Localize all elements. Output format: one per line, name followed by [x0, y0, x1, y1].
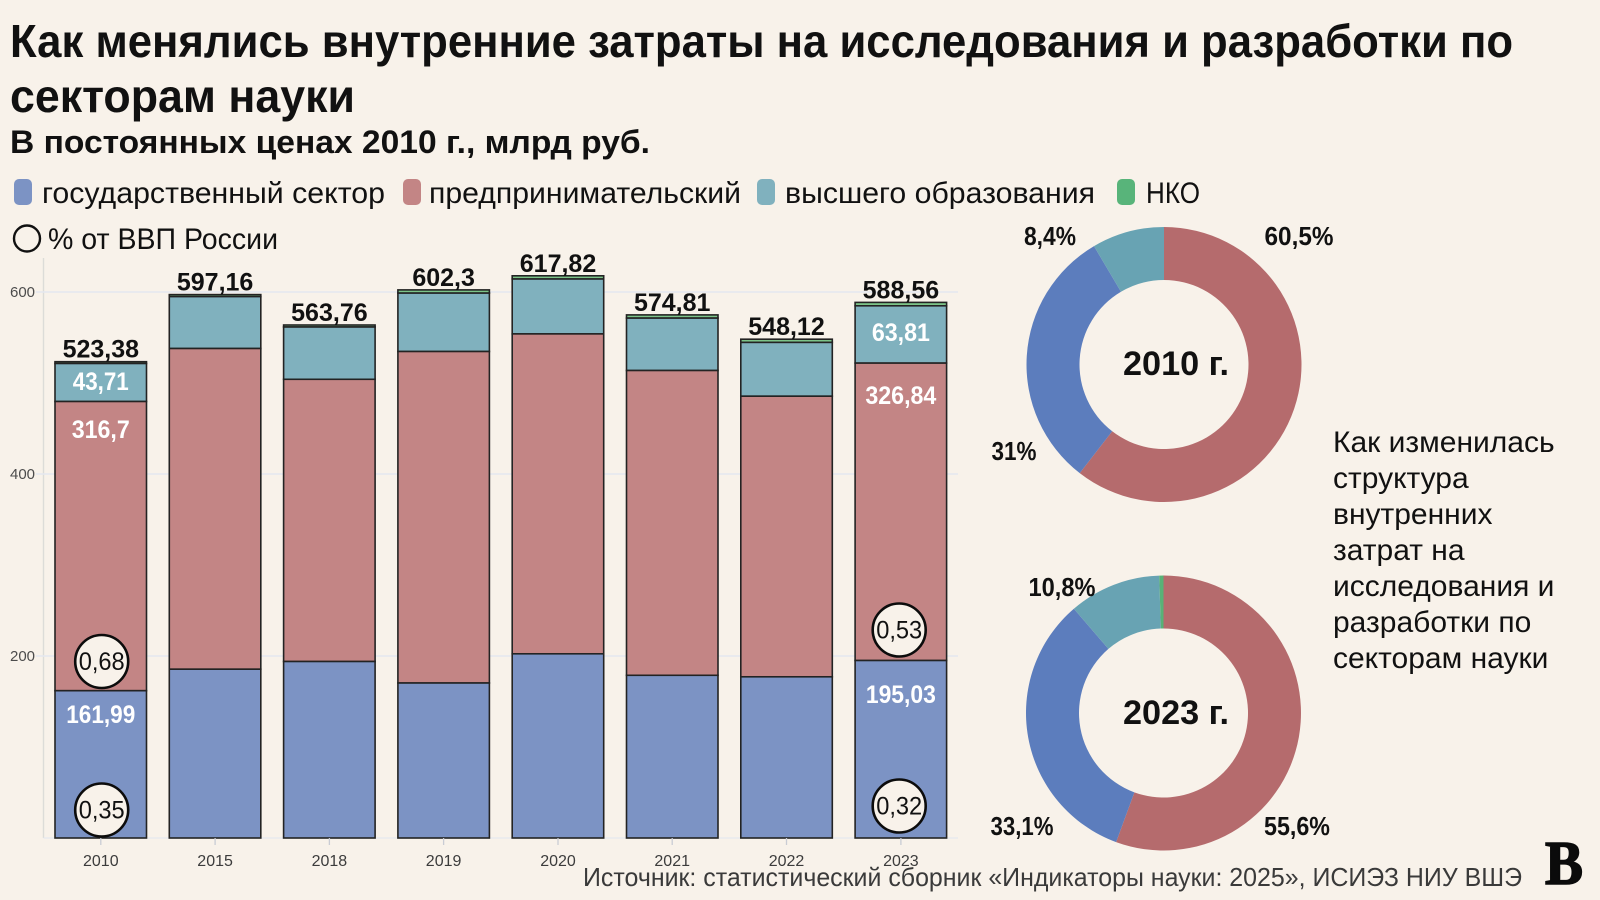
svg-text:2019: 2019 — [426, 853, 462, 870]
svg-text:затрат на: затрат на — [1333, 534, 1465, 567]
svg-text:563,76: 563,76 — [291, 299, 367, 327]
svg-text:2023: 2023 — [883, 853, 919, 870]
svg-text:0,68: 0,68 — [79, 648, 125, 676]
svg-text:0,53: 0,53 — [876, 617, 922, 645]
svg-text:2010 г.: 2010 г. — [1123, 345, 1229, 383]
svg-text:высшего образования: высшего образования — [785, 177, 1095, 210]
svg-text:548,12: 548,12 — [748, 313, 824, 341]
svg-text:600: 600 — [10, 284, 35, 301]
svg-text:В постоянных ценах 2010 г., мл: В постоянных ценах 2010 г., млрд руб. — [10, 124, 650, 160]
svg-text:Как менялись внутренние затрат: Как менялись внутренние затраты на иссле… — [10, 15, 1513, 67]
svg-text:разработки по: разработки по — [1333, 606, 1531, 639]
svg-text:2022: 2022 — [769, 853, 805, 870]
svg-text:574,81: 574,81 — [634, 289, 711, 317]
svg-text:Источник: статистический сборн: Источник: статистический сборник «Индика… — [583, 862, 1522, 892]
svg-text:161,99: 161,99 — [66, 701, 135, 729]
svg-text:43,71: 43,71 — [73, 368, 129, 396]
svg-text:0,35: 0,35 — [79, 797, 125, 825]
svg-text:предпринимательский: предпринимательский — [429, 177, 741, 210]
svg-text:31%: 31% — [992, 436, 1037, 466]
svg-text:55,6%: 55,6% — [1264, 811, 1330, 841]
svg-text:10,8%: 10,8% — [1029, 572, 1096, 602]
svg-text:государственный сектор: государственный сектор — [42, 177, 385, 210]
svg-text:33,1%: 33,1% — [991, 811, 1054, 841]
svg-text:195,03: 195,03 — [866, 681, 936, 709]
svg-text:200: 200 — [10, 648, 35, 665]
svg-text:316,7: 316,7 — [72, 416, 130, 444]
svg-text:структура: структура — [1333, 462, 1469, 495]
svg-text:Как изменилась: Как изменилась — [1333, 426, 1555, 459]
svg-text:исследования и: исследования и — [1333, 570, 1554, 603]
svg-text:400: 400 — [10, 466, 35, 483]
svg-text:2015: 2015 — [197, 853, 233, 870]
svg-text:2010: 2010 — [83, 853, 119, 870]
svg-text:% от ВВП России: % от ВВП России — [48, 223, 278, 256]
svg-text:НКО: НКО — [1146, 177, 1200, 210]
svg-text:588,56: 588,56 — [863, 276, 939, 304]
svg-text:2020: 2020 — [540, 853, 576, 870]
svg-text:2018: 2018 — [312, 853, 348, 870]
svg-text:секторам науки: секторам науки — [1333, 642, 1548, 675]
svg-text:В: В — [1545, 830, 1583, 898]
svg-text:602,3: 602,3 — [412, 264, 475, 292]
svg-text:523,38: 523,38 — [63, 336, 140, 364]
svg-text:2021: 2021 — [654, 853, 690, 870]
svg-text:8,4%: 8,4% — [1024, 221, 1076, 251]
svg-text:597,16: 597,16 — [177, 269, 253, 297]
svg-text:внутренних: внутренних — [1333, 498, 1493, 531]
svg-text:63,81: 63,81 — [872, 319, 930, 347]
svg-text:2023 г.: 2023 г. — [1123, 694, 1229, 732]
svg-text:60,5%: 60,5% — [1265, 221, 1334, 251]
svg-text:617,82: 617,82 — [520, 250, 596, 278]
svg-text:326,84: 326,84 — [865, 382, 936, 410]
svg-text:0,32: 0,32 — [876, 793, 922, 821]
svg-text:секторам науки: секторам науки — [10, 70, 355, 122]
